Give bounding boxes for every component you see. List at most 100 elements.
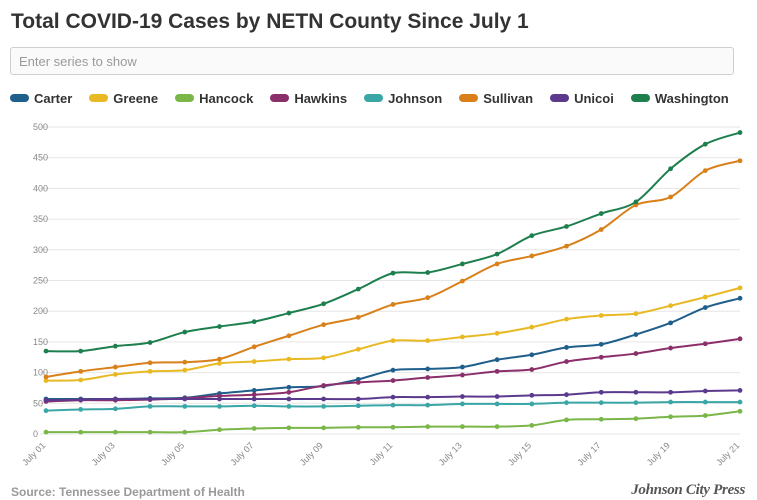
data-point-carter[interactable] [564,345,569,350]
data-point-hawkins[interactable] [460,372,465,378]
data-point-washington[interactable] [147,340,153,345]
data-point-carter[interactable] [633,332,639,337]
data-point-greene[interactable] [494,330,500,336]
series-johnson[interactable] [43,399,743,414]
data-point-greene[interactable] [390,338,396,344]
data-point-washington[interactable] [460,261,465,267]
data-point-sullivan[interactable] [494,261,500,267]
legend-item-carter[interactable]: Carter [10,91,72,106]
data-point-greene[interactable] [425,338,431,344]
series-sullivan[interactable] [43,158,743,380]
data-point-hawkins[interactable] [702,341,708,347]
data-point-carter[interactable] [494,357,500,363]
data-point-washington[interactable] [425,270,431,275]
data-point-washington[interactable] [321,301,326,307]
data-point-washington[interactable] [286,310,292,316]
data-point-hancock[interactable] [668,414,673,420]
legend-item-sullivan[interactable]: Sullivan [459,91,533,106]
data-point-greene[interactable] [113,372,118,377]
data-point-washington[interactable] [702,141,708,147]
data-point-hawkins[interactable] [737,336,743,342]
data-point-greene[interactable] [737,285,743,291]
data-point-sullivan[interactable] [390,302,396,307]
data-point-hancock[interactable] [182,429,188,435]
data-point-washington[interactable] [355,286,361,292]
data-point-carter[interactable] [702,305,708,310]
data-point-hancock[interactable] [529,423,535,428]
data-point-johnson[interactable] [564,400,569,406]
data-point-washington[interactable] [633,199,639,205]
data-point-unicoi[interactable] [182,396,188,402]
data-point-unicoi[interactable] [425,394,431,400]
data-point-johnson[interactable] [737,399,743,405]
data-point-greene[interactable] [564,316,569,322]
data-point-sullivan[interactable] [737,158,743,164]
data-point-hancock[interactable] [355,424,361,430]
data-point-greene[interactable] [43,378,49,383]
data-point-unicoi[interactable] [321,396,326,402]
data-point-johnson[interactable] [460,401,465,407]
data-point-greene[interactable] [251,359,257,364]
data-point-hawkins[interactable] [425,375,431,380]
data-point-hawkins[interactable] [564,359,569,364]
data-point-hancock[interactable] [390,424,396,430]
data-point-unicoi[interactable] [737,388,743,393]
data-point-hawkins[interactable] [321,383,326,388]
data-point-unicoi[interactable] [460,394,465,399]
data-point-carter[interactable] [251,388,257,393]
data-point-johnson[interactable] [147,403,153,409]
data-point-carter[interactable] [598,341,604,347]
data-point-unicoi[interactable] [598,389,604,395]
data-point-unicoi[interactable] [633,389,639,395]
data-point-hancock[interactable] [217,427,222,433]
data-point-greene[interactable] [217,360,222,366]
data-point-greene[interactable] [147,368,153,374]
data-point-hancock[interactable] [564,417,569,423]
data-point-greene[interactable] [321,355,326,361]
series-greene[interactable] [43,285,743,383]
data-point-washington[interactable] [494,251,500,257]
data-point-hancock[interactable] [251,426,257,431]
data-point-greene[interactable] [668,303,673,309]
data-point-hawkins[interactable] [390,378,396,383]
legend-item-greene[interactable]: Greene [89,91,158,106]
data-point-unicoi[interactable] [668,389,673,395]
data-point-johnson[interactable] [425,402,431,408]
data-point-greene[interactable] [702,294,708,300]
data-point-hancock[interactable] [460,424,465,430]
data-point-sullivan[interactable] [425,295,431,301]
data-point-carter[interactable] [737,295,743,301]
data-point-johnson[interactable] [113,406,118,412]
data-point-unicoi[interactable] [78,397,84,403]
data-point-sullivan[interactable] [78,368,84,374]
legend-item-johnson[interactable]: Johnson [364,91,442,106]
data-point-johnson[interactable] [633,400,639,406]
data-point-hawkins[interactable] [286,389,292,395]
data-point-hancock[interactable] [286,425,292,431]
data-point-johnson[interactable] [251,403,257,409]
data-point-sullivan[interactable] [147,360,153,366]
data-point-hawkins[interactable] [633,351,639,356]
data-point-hawkins[interactable] [529,367,535,372]
data-point-washington[interactable] [529,233,535,239]
data-point-johnson[interactable] [217,403,222,409]
data-point-sullivan[interactable] [702,168,708,173]
data-point-greene[interactable] [460,334,465,340]
series-line-washington[interactable] [45,131,741,353]
data-point-sullivan[interactable] [355,314,361,320]
data-point-hancock[interactable] [702,413,708,418]
series-hancock[interactable] [43,408,743,435]
data-point-washington[interactable] [113,343,118,349]
data-point-carter[interactable] [460,364,465,370]
data-point-sullivan[interactable] [668,194,673,200]
data-point-washington[interactable] [78,348,84,354]
data-point-unicoi[interactable] [286,396,292,402]
data-point-unicoi[interactable] [355,396,361,402]
data-point-hawkins[interactable] [668,345,673,351]
data-point-hancock[interactable] [737,408,743,414]
data-point-washington[interactable] [217,324,222,329]
data-point-johnson[interactable] [286,403,292,409]
data-point-washington[interactable] [564,224,569,229]
data-point-hancock[interactable] [147,429,153,435]
data-point-washington[interactable] [598,211,604,216]
